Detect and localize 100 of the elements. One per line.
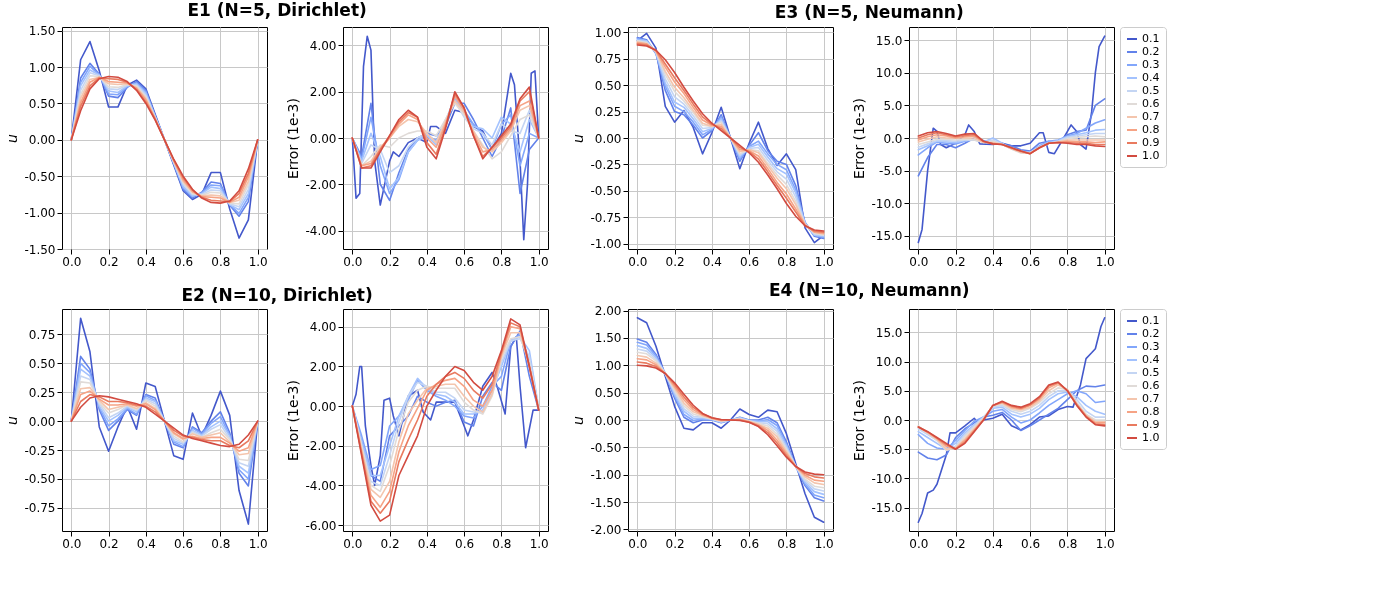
legend-label: 1.0 xyxy=(1142,149,1160,162)
y-tick-label: -2.00 xyxy=(305,177,337,192)
y-tick-label: -1.50 xyxy=(590,495,622,510)
y-tick-label: 4.00 xyxy=(309,39,337,53)
legend-label: 0.5 xyxy=(1142,366,1160,379)
legend-label: 0.6 xyxy=(1142,97,1160,110)
legend-label: 0.7 xyxy=(1142,392,1160,405)
y-tick-label: 0.75 xyxy=(28,327,56,342)
x-tick-label: 0.8 xyxy=(1058,254,1078,269)
x-tick-label: 0.8 xyxy=(211,536,231,551)
legend-label: 0.3 xyxy=(1142,58,1160,71)
y-axis-title: Error (1e-3) xyxy=(851,380,868,461)
y-tick-label: 0.00 xyxy=(594,131,622,146)
x-tick-label: 1.0 xyxy=(1095,536,1115,551)
y-tick-label: 0.00 xyxy=(28,133,56,148)
y-tick-label: 0.25 xyxy=(28,385,56,400)
y-axis-title: Error (1e-3) xyxy=(851,98,868,179)
y-tick-label: 0.00 xyxy=(28,414,56,429)
y-tick-label: 2.00 xyxy=(309,85,337,100)
y-tick-label: -0.75 xyxy=(590,210,622,225)
chart-title: E2 (N=10, Dirichlet) xyxy=(181,284,373,305)
y-tick-label: -4.00 xyxy=(305,478,337,493)
y-tick-label: -1.00 xyxy=(590,237,622,252)
legend-label: 0.2 xyxy=(1142,45,1160,58)
y-tick-label: -0.50 xyxy=(590,184,622,199)
x-tick-label: 0.4 xyxy=(702,536,722,551)
x-tick-label: 0.0 xyxy=(343,536,363,551)
x-tick-label: 0.6 xyxy=(1021,254,1041,269)
x-tick-label: 0.0 xyxy=(62,254,82,269)
legend-label: 0.8 xyxy=(1142,123,1160,136)
y-tick-label: 15.0 xyxy=(875,325,903,340)
x-tick-label: 0.2 xyxy=(946,254,966,269)
x-tick-label: 1.0 xyxy=(529,254,549,269)
y-tick-label: -0.25 xyxy=(590,157,622,172)
x-tick-label: 0.4 xyxy=(983,536,1003,551)
x-tick-label: 0.6 xyxy=(455,254,475,269)
legend-label: 0.2 xyxy=(1142,327,1160,340)
y-tick-label: 15.0 xyxy=(875,33,903,48)
y-tick-label: 0.50 xyxy=(594,78,622,93)
y-tick-label: -2.00 xyxy=(590,522,622,537)
x-tick-label: 0.2 xyxy=(946,536,966,551)
y-tick-label: 0.0 xyxy=(883,131,903,146)
y-tick-label: 0.50 xyxy=(28,356,56,371)
y-tick-label: -4.00 xyxy=(305,224,337,238)
y-tick-label: 1.00 xyxy=(594,25,622,40)
x-tick-label: 0.8 xyxy=(492,254,512,269)
y-tick-label: 2.00 xyxy=(594,304,622,319)
text: E3 (N=5, Neumann) xyxy=(774,1,964,22)
chart-title: E1 (N=5, Dirichlet) xyxy=(187,0,367,21)
y-tick-label: 1.50 xyxy=(594,331,622,346)
y-tick-label: 0.25 xyxy=(594,105,622,120)
y-tick-label: 0.00 xyxy=(309,399,337,414)
y-tick-label: -2.00 xyxy=(305,439,337,454)
text: E4 (N=10, Neumann) xyxy=(768,280,970,301)
x-tick-label: 0.8 xyxy=(492,536,512,551)
y-tick-label: -5.0 xyxy=(879,164,903,179)
y-axis-title: u xyxy=(570,415,587,425)
x-tick-label: 0.0 xyxy=(628,536,648,551)
x-tick-label: 0.6 xyxy=(174,254,194,269)
x-tick-label: 0.6 xyxy=(740,254,760,269)
y-tick-label: 1.50 xyxy=(28,24,56,39)
y-tick-label: 10.0 xyxy=(875,355,903,370)
x-tick-label: 0.4 xyxy=(136,536,156,551)
y-tick-label: 0.0 xyxy=(883,413,903,428)
y-tick-label: 4.00 xyxy=(309,320,337,335)
x-tick-label: 1.0 xyxy=(1095,254,1115,269)
legend-label: 0.6 xyxy=(1142,379,1160,392)
x-tick-label: 1.0 xyxy=(529,536,549,551)
x-tick-label: 0.0 xyxy=(628,254,648,269)
y-tick-label: 0.50 xyxy=(594,386,622,401)
y-tick-label: -15.0 xyxy=(871,229,903,244)
x-tick-label: 0.6 xyxy=(174,536,194,551)
x-tick-label: 0.4 xyxy=(136,254,156,269)
x-tick-label: 0.4 xyxy=(417,536,437,551)
legend-label: 0.4 xyxy=(1142,353,1160,366)
x-tick-label: 0.2 xyxy=(99,254,119,269)
y-axis-title: u xyxy=(570,133,587,143)
x-tick-label: 0.8 xyxy=(777,254,797,269)
y-tick-label: -15.0 xyxy=(871,501,903,516)
y-tick-label: -0.50 xyxy=(24,169,56,184)
x-tick-label: 0.6 xyxy=(740,536,760,551)
y-tick-label: 1.00 xyxy=(594,358,622,373)
x-tick-label: 0.2 xyxy=(665,536,685,551)
x-tick-label: 0.8 xyxy=(1058,536,1078,551)
legend-label: 0.9 xyxy=(1142,136,1160,149)
y-tick-label: -6.00 xyxy=(305,518,337,533)
y-tick-label: -10.0 xyxy=(871,196,903,211)
y-tick-label: -0.75 xyxy=(24,501,56,516)
y-tick-label: -5.0 xyxy=(879,442,903,457)
y-axis-title: u xyxy=(4,133,21,143)
y-tick-label: 2.00 xyxy=(309,359,337,374)
x-tick-label: 0.2 xyxy=(380,536,400,551)
y-tick-label: -0.25 xyxy=(24,443,56,458)
y-tick-label: 1.00 xyxy=(28,60,56,75)
y-axis-title: Error (1e-3) xyxy=(285,380,302,461)
x-tick-label: 1.0 xyxy=(814,536,834,551)
y-axis-title: Error (1e-3) xyxy=(285,98,302,179)
x-tick-label: 0.6 xyxy=(455,536,475,551)
y-tick-label: 0.00 xyxy=(309,131,337,146)
x-tick-label: 0.2 xyxy=(380,254,400,269)
